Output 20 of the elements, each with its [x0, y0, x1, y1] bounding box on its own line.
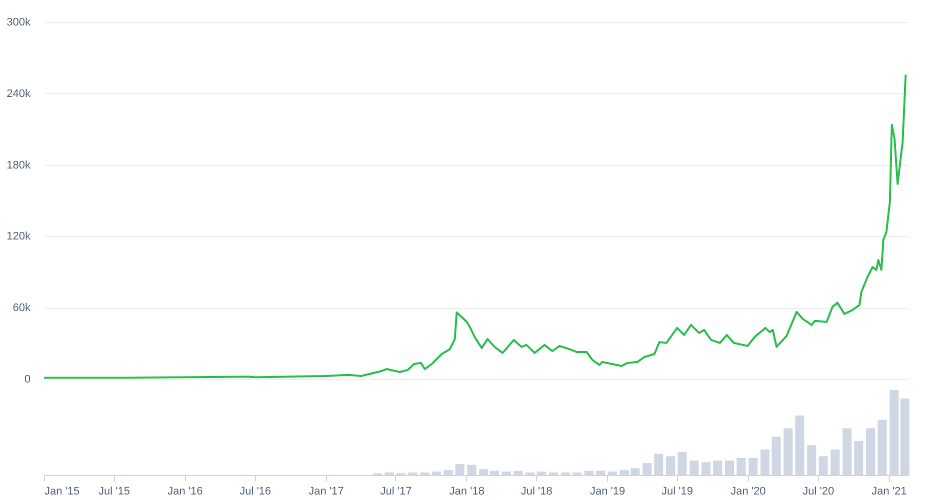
y-tick-label: 120k — [6, 230, 31, 243]
x-tick-label: Jul '16 — [240, 486, 272, 498]
x-tick-label: Jul '18 — [520, 486, 552, 498]
x-tick-label: Jul '19 — [662, 486, 694, 498]
x-tick-label: Jan '17 — [308, 486, 344, 498]
x-tick-label: Jan '15 — [44, 486, 80, 498]
y-tick-label: 60k — [12, 302, 31, 314]
x-tick-label: Jan '21 — [872, 486, 907, 498]
x-tick-label: Jan '19 — [590, 486, 626, 498]
y-tick-label: 0 — [24, 374, 30, 386]
x-tick-label: Jul '15 — [98, 486, 130, 498]
x-tick-label: Jan '18 — [449, 486, 484, 498]
y-tick-label: 180k — [6, 159, 31, 172]
x-tick-label: Jul '17 — [380, 486, 412, 498]
y-tick-label: 240k — [6, 88, 31, 100]
y-tick-label: 300k — [6, 16, 31, 28]
x-tick-label: Jan '16 — [168, 486, 203, 498]
x-tick-label: Jan '20 — [730, 486, 766, 498]
line-series — [43, 74, 907, 379]
x-tick-label: Jul '20 — [802, 486, 834, 498]
